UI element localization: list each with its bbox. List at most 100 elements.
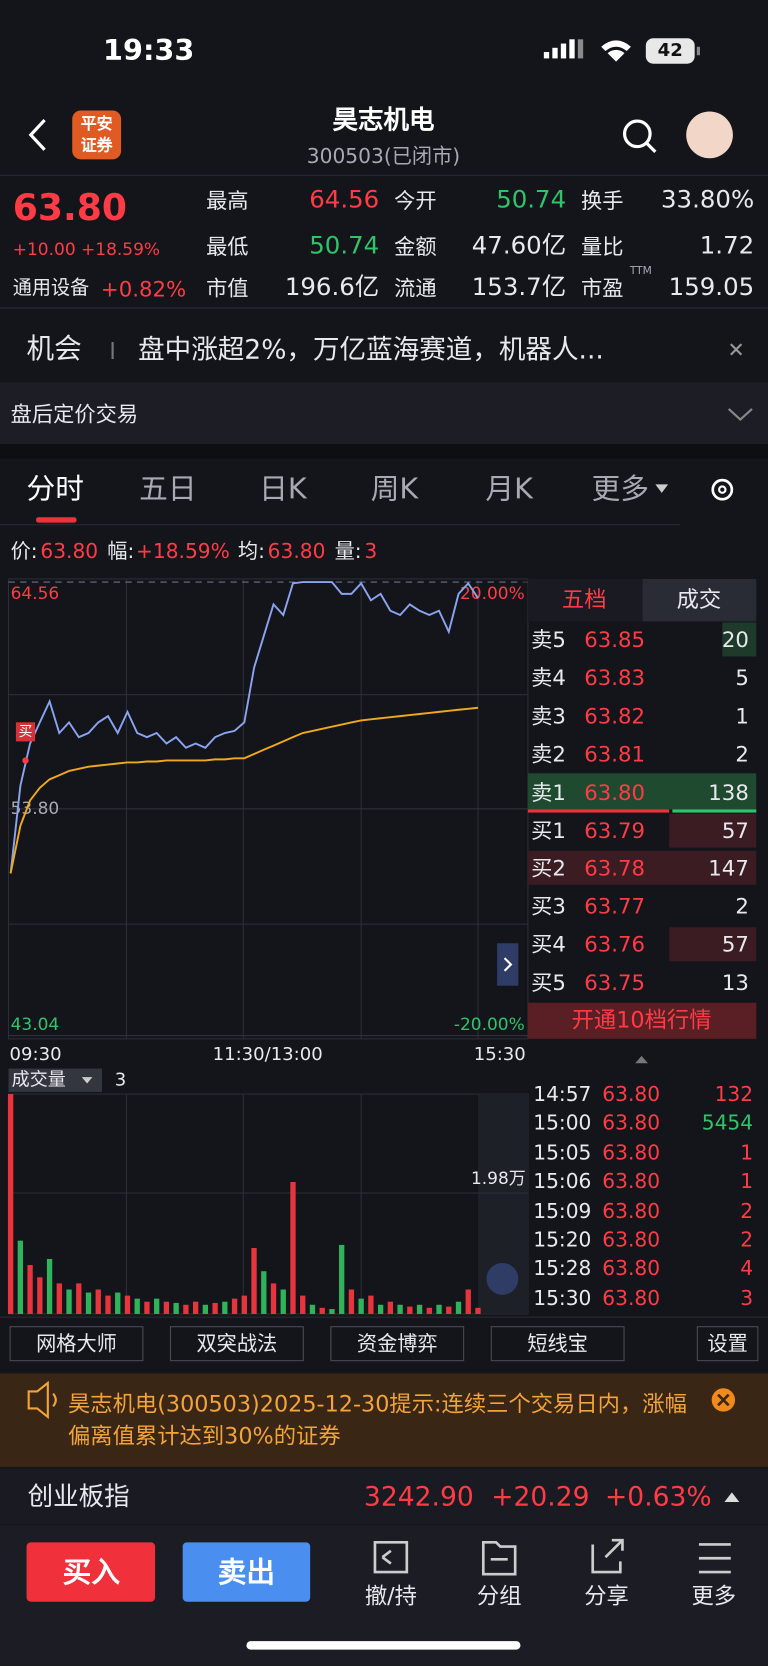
expand-button[interactable] xyxy=(497,943,519,986)
stat-value: 47.60亿 xyxy=(471,232,567,260)
sell-label[interactable]: 卖出 xyxy=(217,1556,276,1590)
book-qty: 5 xyxy=(735,664,749,691)
book-tab[interactable]: 成交 xyxy=(676,586,722,613)
stat-value: 1.72 xyxy=(699,232,755,260)
icons xyxy=(27,118,753,1576)
upgrade-depth[interactable]: 开通10档行情 xyxy=(571,1007,712,1033)
stat-value: 33.80% xyxy=(661,186,755,215)
chevron-down[interactable] xyxy=(727,408,753,422)
book-price: 63.80 xyxy=(584,779,646,805)
volume-bar xyxy=(85,1292,92,1314)
stat-value: 196.6亿 xyxy=(284,273,380,302)
chart-tab[interactable]: 周K xyxy=(370,473,419,507)
nav-label[interactable]: 撤/持 xyxy=(364,1583,417,1609)
trade-time: 15:06 xyxy=(533,1170,592,1194)
trade-price: 63.80 xyxy=(602,1170,661,1194)
volume-bar xyxy=(446,1306,452,1314)
fullscreen-button[interactable] xyxy=(486,1262,519,1295)
volume-bar xyxy=(17,1240,24,1314)
nav-icon[interactable] xyxy=(481,1540,517,1576)
trade-time: 15:20 xyxy=(533,1228,592,1252)
news-text[interactable]: 盘中涨超2%，万亿蓝海赛道，机器人... xyxy=(138,334,604,365)
book-side: 买2 xyxy=(531,855,566,881)
book-side: 卖2 xyxy=(531,741,566,767)
book-qty: 2 xyxy=(735,741,749,767)
status-icons xyxy=(543,38,733,159)
after-hours-label[interactable]: 盘后定价交易 xyxy=(10,401,139,428)
volume-bar xyxy=(348,1289,355,1314)
book-price: 63.76 xyxy=(584,931,646,958)
book-price: 63.85 xyxy=(584,626,646,653)
volume-bar xyxy=(37,1277,43,1314)
book-price: 63.83 xyxy=(584,664,646,691)
trade-price: 63.80 xyxy=(602,1141,661,1165)
x-tick-label: 09:30 xyxy=(10,1044,62,1065)
y-tick-label: 1.98万 xyxy=(471,1169,526,1189)
tool-button[interactable]: 设置 xyxy=(696,1326,759,1362)
trade-time: 15:05 xyxy=(533,1141,592,1165)
sector-name[interactable]: 通用设备 xyxy=(12,277,90,300)
dividers xyxy=(0,174,768,1318)
book-side: 买3 xyxy=(531,893,566,920)
chart-tab[interactable]: 月K xyxy=(485,473,533,507)
book-price: 63.75 xyxy=(584,969,646,996)
expand-index[interactable] xyxy=(724,1492,740,1502)
book-side: 卖1 xyxy=(531,779,566,805)
book-qty: 13 xyxy=(721,969,749,996)
after-hours-bar[interactable] xyxy=(0,382,768,444)
logo-text: 平安 xyxy=(80,114,113,134)
tool-button[interactable]: 短线宝 xyxy=(490,1326,625,1362)
nav-icon[interactable] xyxy=(373,1540,409,1574)
sell-button[interactable] xyxy=(182,1542,311,1602)
chart-tab[interactable]: 更多 xyxy=(591,473,650,507)
stat-label: 流通 xyxy=(394,275,437,301)
buy-label[interactable]: 买入 xyxy=(62,1556,121,1590)
info-value: 63.80 xyxy=(40,540,99,564)
volume-menu[interactable] xyxy=(8,1068,102,1092)
trade-price: 63.80 xyxy=(602,1228,661,1252)
tool-button[interactable]: 双突战法 xyxy=(169,1326,304,1362)
price-change: +10.00 +18.59% xyxy=(12,238,161,260)
stock-name: 昊志机电 xyxy=(332,105,435,135)
book-qty: 147 xyxy=(708,855,749,881)
index-change: +20.29 xyxy=(491,1481,590,1513)
nav-icon[interactable] xyxy=(698,1543,731,1574)
logo xyxy=(72,110,122,160)
nav-icon[interactable] xyxy=(591,1538,624,1574)
chart-tab[interactable]: 日K xyxy=(259,473,307,507)
tool-button[interactable]: 网格大师 xyxy=(9,1326,144,1362)
volume-bar xyxy=(241,1295,247,1314)
series-line xyxy=(9,581,479,874)
nav-label[interactable]: 分组 xyxy=(476,1583,522,1609)
info-value: 63.80 xyxy=(267,540,326,564)
index-bar[interactable] xyxy=(0,1469,768,1525)
scroll-up[interactable] xyxy=(635,1055,648,1064)
volume-bar xyxy=(95,1289,101,1314)
tool-button[interactable]: 资金博弈 xyxy=(330,1326,465,1362)
settings-icon[interactable] xyxy=(711,478,734,501)
search-icon[interactable] xyxy=(622,119,652,149)
back-icon[interactable] xyxy=(28,118,46,151)
volume-bar xyxy=(300,1295,306,1314)
trade-price: 63.80 xyxy=(602,1257,661,1281)
nav-label[interactable]: 更多 xyxy=(691,1583,737,1609)
stat-value: 153.7亿 xyxy=(471,273,567,302)
close-icon[interactable] xyxy=(730,343,743,356)
book-tab[interactable]: 五档 xyxy=(561,586,607,613)
volume-bar xyxy=(115,1292,121,1314)
info-label: 量: xyxy=(334,540,362,564)
chart-tab[interactable]: 分时 xyxy=(26,473,84,507)
depth-bars xyxy=(527,622,757,1039)
buy-button[interactable] xyxy=(26,1542,156,1602)
home-indicator xyxy=(246,1641,521,1650)
stat-value: 159.05 xyxy=(668,273,755,302)
volume-bar xyxy=(377,1304,384,1314)
stat-value: 50.74 xyxy=(309,232,380,260)
chart-tab[interactable]: 五日 xyxy=(139,473,197,507)
nav-label[interactable]: 分享 xyxy=(584,1583,629,1609)
book-side: 买5 xyxy=(531,969,566,996)
stat-label: 最低 xyxy=(206,233,249,260)
avatar[interactable] xyxy=(686,111,733,159)
volume-bar xyxy=(202,1304,209,1314)
